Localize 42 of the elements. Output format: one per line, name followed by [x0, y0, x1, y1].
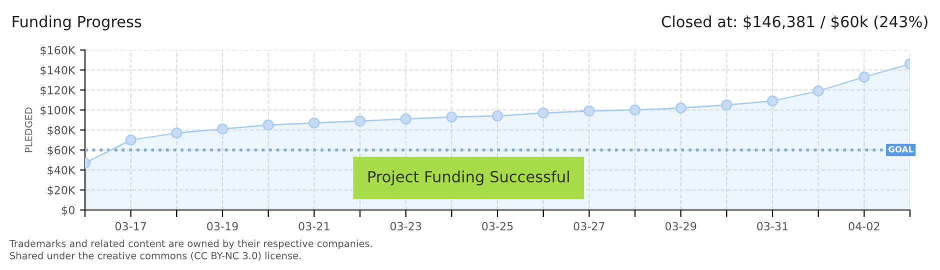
y-tick-label: $100K — [40, 106, 76, 116]
point — [308, 117, 320, 129]
ref-line-label: GOAL — [888, 146, 914, 152]
y-tick-label: $160K — [40, 46, 76, 56]
point — [446, 111, 458, 123]
point — [629, 104, 641, 116]
x-tick-label: 03-23 — [390, 222, 422, 230]
annotation: Project Funding Successful — [368, 170, 569, 186]
text: Trademarks and related content are owned by their respective companies. — [9, 240, 372, 250]
text: Shared under the creative commons (CC BY-NC 3.0) license. — [10, 252, 301, 260]
point — [721, 99, 732, 111]
point — [492, 110, 504, 122]
y-tick-label: $60K — [48, 146, 76, 156]
point — [675, 102, 686, 114]
point — [354, 115, 366, 127]
x-tick-label: 03-17 — [115, 222, 146, 230]
x-tick-label: 04-02 — [848, 222, 880, 230]
x-tick-label: 03-31 — [757, 222, 788, 230]
point — [400, 113, 412, 125]
x-tick-label: 03-29 — [665, 222, 696, 230]
point — [584, 105, 595, 117]
y-tick-label: $20K — [48, 186, 76, 196]
point — [858, 71, 870, 83]
y-tick-label: $0 — [62, 206, 75, 216]
point — [538, 107, 549, 119]
x-tick-label: 03-21 — [298, 222, 330, 230]
y-tick-label: $140K — [40, 66, 76, 76]
x-tick-label: 03-25 — [482, 222, 513, 230]
point — [766, 95, 778, 107]
point — [171, 127, 182, 139]
y-tick-label: $80K — [48, 126, 76, 136]
point — [216, 123, 228, 135]
y-tick-label: $120K — [40, 86, 76, 96]
x-tick-label: 03-27 — [574, 222, 604, 230]
point — [125, 134, 136, 146]
point — [812, 85, 824, 97]
x-tick-label: 03-19 — [207, 222, 238, 230]
point — [262, 119, 274, 131]
y-tick-label: $40K — [48, 166, 76, 176]
chart-title: Funding Progress — [12, 16, 142, 30]
chart-subtitle: Closed at: $146,381 / $60k (243%) — [662, 16, 928, 30]
y-axis-title: PLEDGED — [24, 108, 32, 152]
